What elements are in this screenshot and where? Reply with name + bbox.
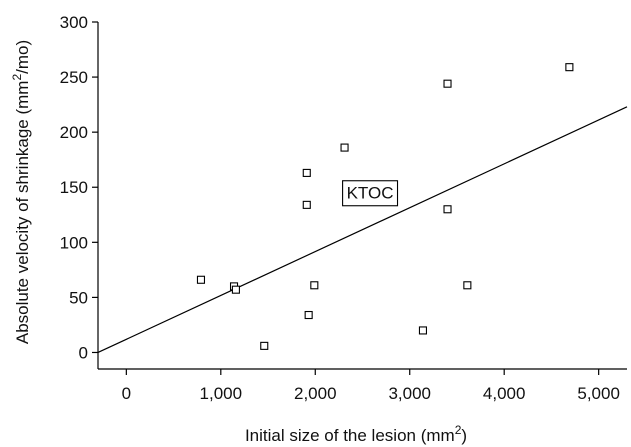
data-point [443,205,452,214]
y-axis-title: Absolute velocity of shrinkage (mm2/mo) [10,40,32,344]
x-tick-label: 3,000 [388,384,431,403]
annotations: KTOC [342,180,399,207]
x-axis-title: Initial size of the lesion (mm2) [245,423,467,445]
data-point [231,285,240,294]
y-tick-label: 250 [60,68,88,87]
x-tick-label: 1,000 [200,384,243,403]
annotation-box [342,180,399,207]
y-tick-label: 0 [79,343,88,362]
x-tick-label: 2,000 [294,384,337,403]
data-point [418,326,428,335]
y-tick-label: 50 [69,288,88,307]
data-point [310,281,319,290]
trend-line-group [97,106,628,354]
y-tick-label: 200 [60,123,88,142]
data-point [304,310,313,320]
data-point [260,341,269,350]
y-tick-label: 150 [60,178,88,197]
data-point [302,200,311,209]
x-tick-label: 4,000 [483,384,526,403]
y-tick-label: 100 [60,233,88,252]
data-point [565,63,574,72]
y-tick-label: 300 [60,13,88,32]
data-point [340,143,349,152]
x-tick-label: 0 [122,384,131,403]
data-points [196,63,574,350]
axes: 0 50 100 150 200 250 300 0 1,000 2,000 3,000 4,000 5… [60,13,627,403]
data-point [302,168,311,177]
annotation-label: KTOC [347,184,394,203]
data-point [196,275,206,284]
x-tick-label: 5,000 [577,384,620,403]
data-point [463,281,472,290]
data-point [443,79,452,88]
trend-line [97,106,628,354]
